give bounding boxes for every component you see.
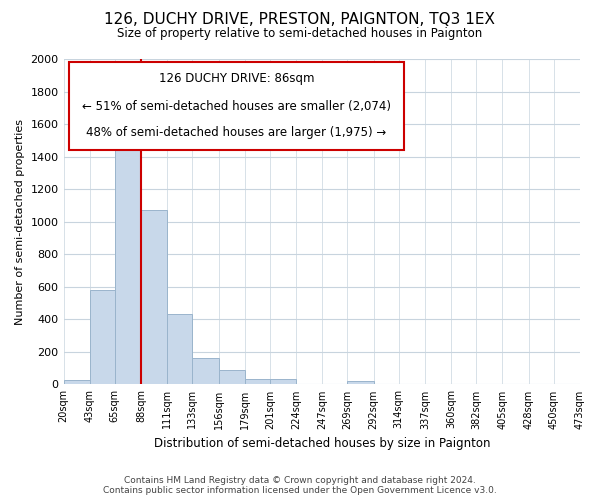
Text: 126 DUCHY DRIVE: 86sqm: 126 DUCHY DRIVE: 86sqm: [159, 72, 314, 85]
Text: ← 51% of semi-detached houses are smaller (2,074): ← 51% of semi-detached houses are smalle…: [82, 100, 391, 112]
Bar: [90, 290, 115, 384]
Bar: [167, 314, 193, 384]
Bar: [245, 378, 270, 384]
Text: Size of property relative to semi-detached houses in Paignton: Size of property relative to semi-detach…: [118, 28, 482, 40]
Bar: [64, 380, 90, 384]
Text: Contains HM Land Registry data © Crown copyright and database right 2024.
Contai: Contains HM Land Registry data © Crown c…: [103, 476, 497, 495]
Bar: [193, 358, 218, 384]
FancyBboxPatch shape: [69, 62, 404, 150]
Bar: [347, 381, 374, 384]
Bar: [270, 378, 296, 384]
Bar: [141, 210, 167, 384]
Text: 126, DUCHY DRIVE, PRESTON, PAIGNTON, TQ3 1EX: 126, DUCHY DRIVE, PRESTON, PAIGNTON, TQ3…: [104, 12, 496, 28]
Text: 48% of semi-detached houses are larger (1,975) →: 48% of semi-detached houses are larger (…: [86, 126, 386, 138]
Bar: [115, 112, 141, 384]
Y-axis label: Number of semi-detached properties: Number of semi-detached properties: [15, 118, 25, 324]
X-axis label: Distribution of semi-detached houses by size in Paignton: Distribution of semi-detached houses by …: [154, 437, 490, 450]
Bar: [218, 370, 245, 384]
